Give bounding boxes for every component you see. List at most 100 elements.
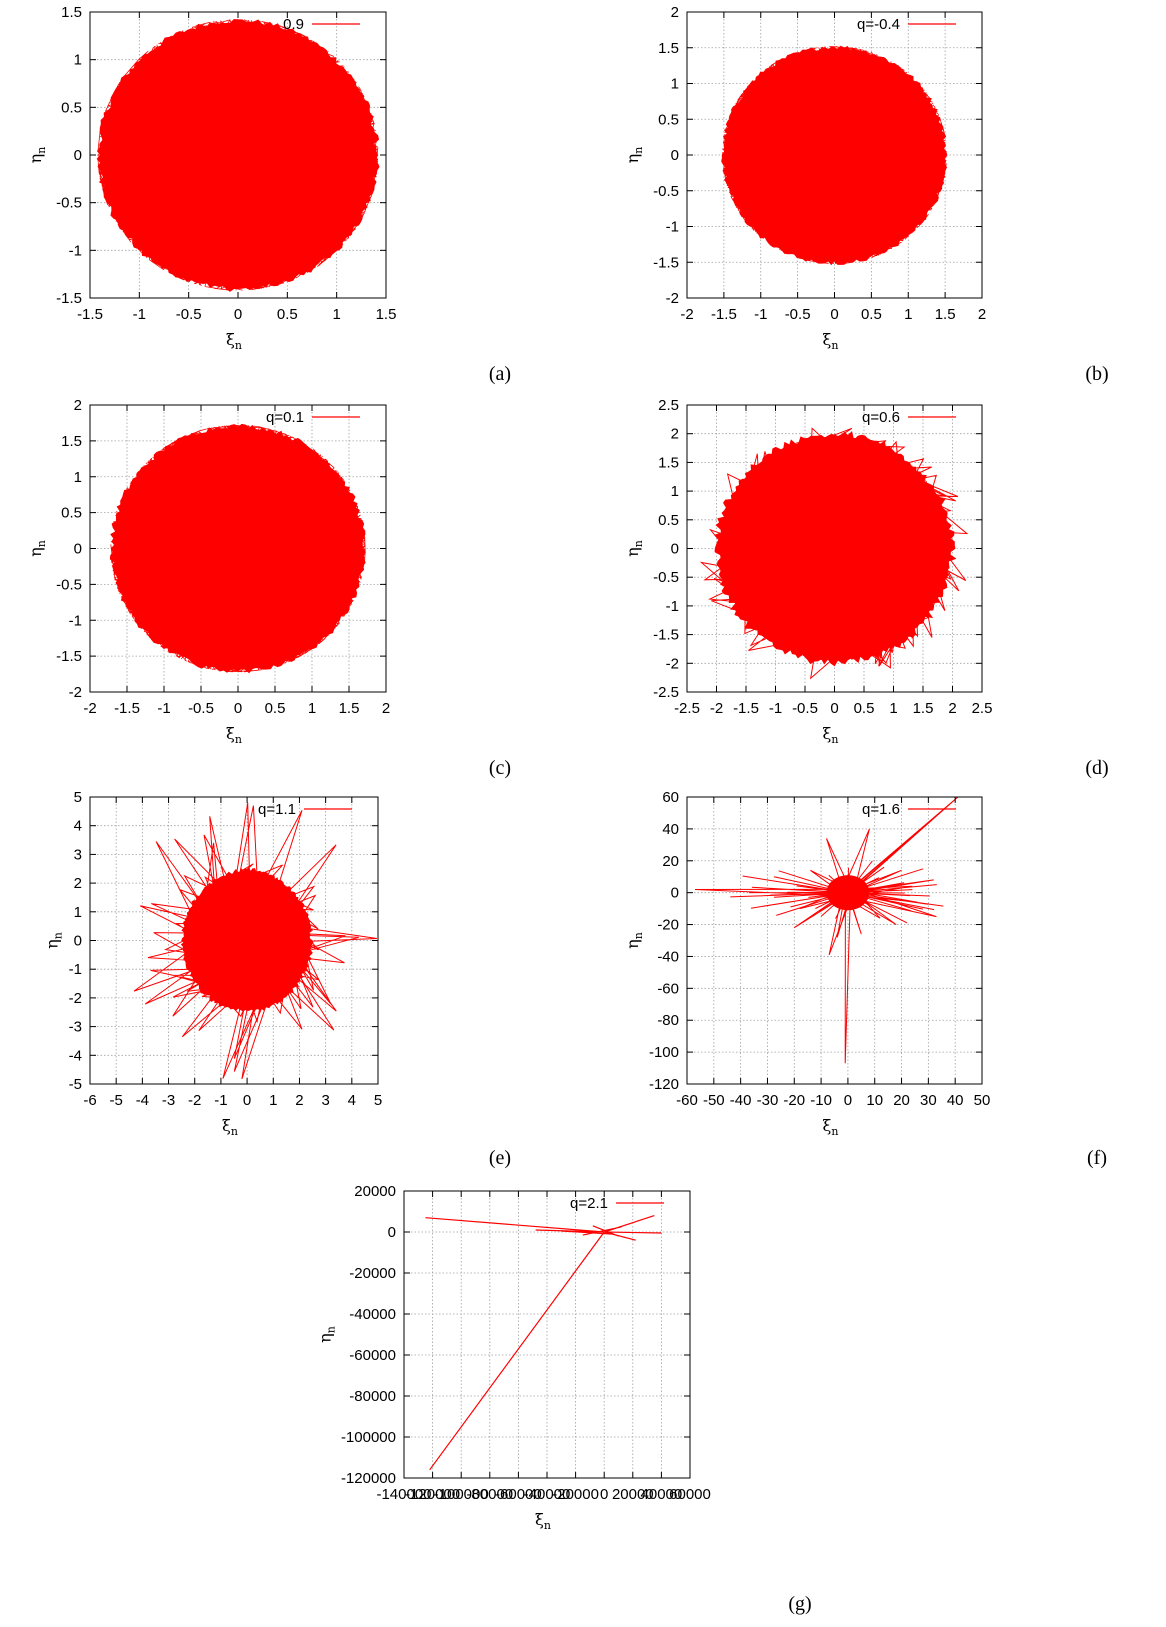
legend-label: q=0.6 — [862, 409, 900, 426]
legend-label: 0.9 — [283, 16, 304, 33]
x-tick-label: -1 — [133, 306, 146, 323]
x-tick-label: -2 — [83, 700, 96, 717]
x-tick-label: 0.5 — [861, 306, 882, 323]
x-tick-label: -4 — [136, 1092, 149, 1109]
y-tick-label: 1 — [671, 483, 679, 500]
x-tick-label: -3 — [162, 1092, 175, 1109]
x-tick-label: 0 — [234, 306, 242, 323]
y-tick-label: 1.5 — [61, 433, 82, 450]
x-tick-label: 1.5 — [376, 306, 397, 323]
chart-panel-1: -1.5 -1 -0.5 0 0.5 1 1.5 -1.5 -1 -0.5 0 0.5 1 1.5 ξn ηn… — [26, 4, 511, 385]
y-tick-label: -1 — [666, 598, 679, 615]
panel-label: (d) — [1085, 757, 1108, 779]
legend: q=-0.4 — [857, 16, 956, 33]
plot-frame — [686, 796, 983, 1085]
y-tick-label: 2 — [671, 4, 679, 21]
x-tick-label: 1 — [904, 306, 912, 323]
chart-panel-3: -2 -1.5 -1 -0.5 0 0.5 1 1.5 2 -2 -1.5 -1 -0.5 0 0.5 1 1.… — [26, 397, 511, 779]
y-tick-label: -1 — [69, 242, 82, 259]
x-tick-label: -2 — [188, 1092, 201, 1109]
x-tick-label: -120000 — [405, 1486, 460, 1503]
x-tick-label: -2.5 — [674, 700, 700, 717]
data-series — [694, 797, 959, 1064]
x-tick-label: 1 — [269, 1092, 277, 1109]
y-tick-label: -5 — [69, 1076, 82, 1093]
y-tick-label: 2.5 — [658, 397, 679, 414]
x-axis-label: ξn — [226, 330, 242, 352]
panel-label: (f) — [1087, 1147, 1107, 1169]
y-tick-label: 2 — [74, 397, 82, 414]
x-axis-label: ξn — [226, 724, 242, 746]
y-axis-label: ηn — [623, 540, 645, 557]
x-tick-label: 1.5 — [339, 700, 360, 717]
x-tick-label: 4 — [348, 1092, 356, 1109]
y-tick-label: -1 — [69, 612, 82, 629]
x-tick-label: -140000 — [376, 1486, 431, 1503]
x-tick-label: 3 — [321, 1092, 329, 1109]
x-axis-label: ξn — [823, 1116, 839, 1138]
trajectory-lines — [722, 46, 947, 265]
y-axis-label: ηn — [26, 540, 48, 557]
legend: 0.9 — [283, 16, 360, 33]
x-tick-label: 10 — [866, 1092, 883, 1109]
y-tick-label: 1.5 — [658, 454, 679, 471]
chart-panel-4: -2.5 -2 -1.5 -1 -0.5 0 0.5 1 1.5 2 2.5 -2.5 -2 -1.5 -1… — [623, 397, 1108, 779]
chart-panel-2: -2 -1.5 -1 -0.5 0 0.5 1 1.5 2 -2 -1.5 -1 -0.5 0 0.5 1 1.… — [623, 4, 1108, 385]
y-tick-label: 0 — [388, 1224, 396, 1241]
trajectory-lines — [110, 424, 366, 673]
y-tick-label: -40000 — [349, 1306, 396, 1323]
x-tick-label: 2 — [978, 306, 986, 323]
y-tick-label: -120 — [649, 1076, 679, 1093]
x-tick-label: -0.5 — [176, 306, 202, 323]
y-tick-label: 40 — [662, 821, 679, 838]
x-tick-label: -1.5 — [711, 306, 737, 323]
y-tick-label: -1 — [69, 961, 82, 978]
x-tick-label: 1.5 — [935, 306, 956, 323]
panel-label: (g) — [788, 1593, 811, 1615]
x-tick-label: -2 — [710, 700, 723, 717]
x-tick-label: 2.5 — [972, 700, 993, 717]
x-tick-label: -2 — [680, 306, 693, 323]
legend: q=1.1 — [258, 801, 352, 818]
y-tick-label: -1.5 — [56, 290, 82, 307]
y-tick-label: 0 — [74, 147, 82, 164]
y-tick-label: 1 — [74, 52, 82, 69]
chart-panel-5: -6 -5 -4 -3 -2 -1 0 1 2 3 4 5-5-4-3-2-1012345ξnηnq=… — [43, 789, 512, 1169]
y-tick-label: -40 — [657, 948, 679, 965]
trajectory-segments — [425, 1215, 662, 1471]
legend: q=2.1 — [570, 1195, 664, 1212]
y-tick-label: 0 — [74, 541, 82, 558]
y-tick-label: 2 — [671, 426, 679, 443]
x-tick-label: 2 — [382, 700, 390, 717]
x-tick-label: 2 — [948, 700, 956, 717]
x-axis-label: ξn — [823, 724, 839, 746]
trajectory-lines — [97, 19, 379, 291]
legend-label: q=0.1 — [266, 409, 304, 426]
legend-label: q=1.6 — [862, 801, 900, 818]
x-tick-label: 50 — [974, 1092, 991, 1109]
y-tick-label: -80 — [657, 1012, 679, 1029]
x-tick-label: -10 — [810, 1092, 832, 1109]
panel-label: (c) — [489, 757, 511, 779]
trajectory-outliers — [133, 802, 378, 1080]
y-tick-label: -100 — [649, 1044, 679, 1061]
data-series — [699, 427, 969, 680]
y-tick-label: -60000 — [349, 1347, 396, 1364]
x-tick-label: 20 — [893, 1092, 910, 1109]
y-tick-label: -3 — [69, 1019, 82, 1036]
x-tick-label: 0 — [243, 1092, 251, 1109]
y-tick-label: 0 — [671, 147, 679, 164]
y-tick-label: -60 — [657, 980, 679, 997]
y-axis-label: ηn — [26, 147, 48, 164]
y-axis-label: ηn — [623, 932, 645, 949]
panel-label: (a) — [489, 363, 511, 385]
legend: q=0.1 — [266, 409, 360, 426]
y-tick-label: 4 — [74, 818, 82, 835]
x-tick-label: 0.5 — [265, 700, 286, 717]
y-tick-label: 1.5 — [658, 40, 679, 57]
x-tick-label: -5 — [110, 1092, 123, 1109]
x-tick-label: 0 — [830, 700, 838, 717]
chart-panel-7: -140000-120000-100000-80000-60000-40000-… — [316, 1183, 812, 1615]
x-tick-label: 1.5 — [913, 700, 934, 717]
